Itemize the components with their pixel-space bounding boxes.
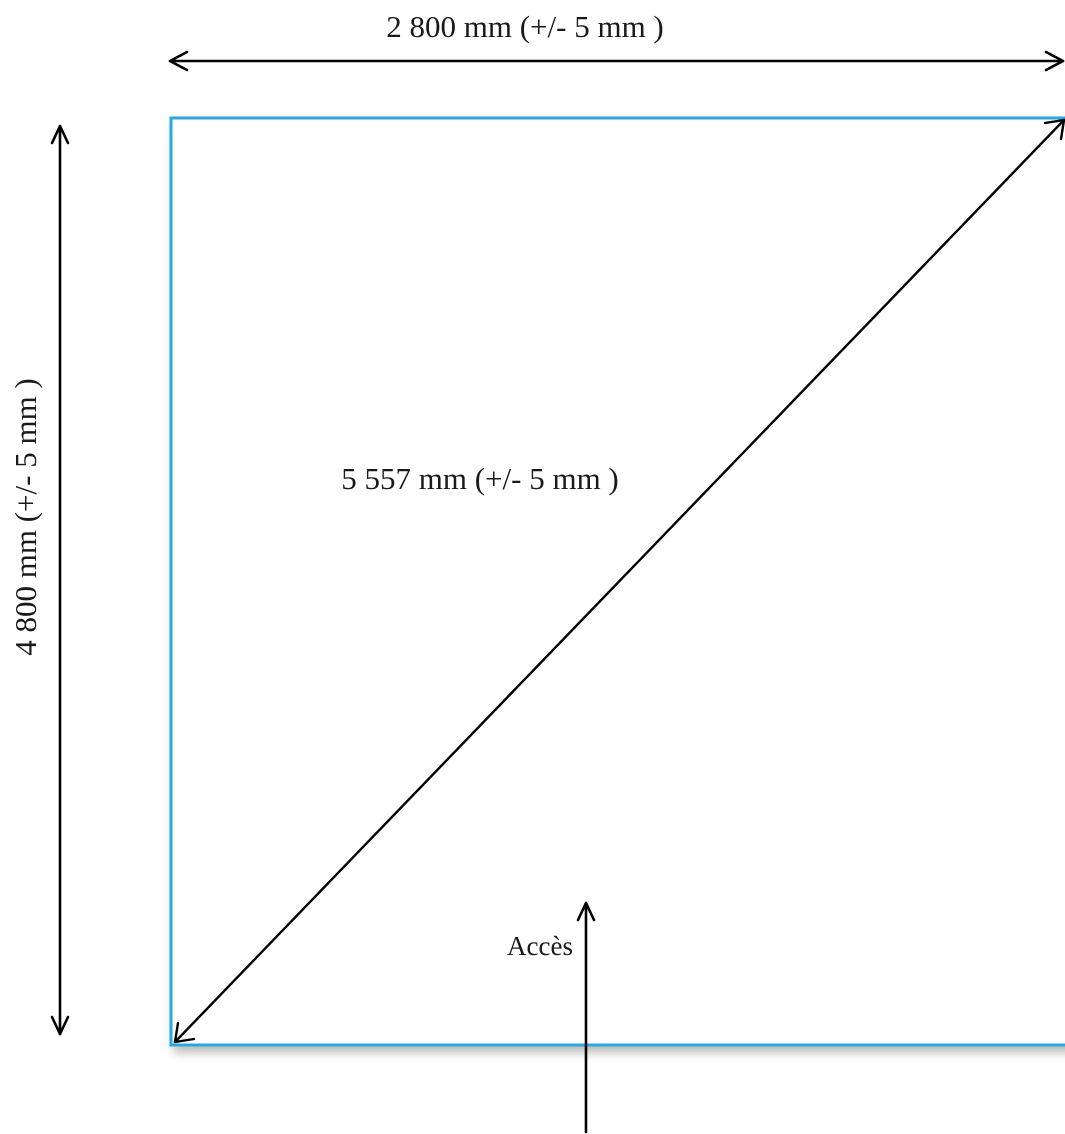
width-label: 2 800 mm (+/- 5 mm ): [386, 9, 664, 44]
height-label: 4 800 mm (+/- 5 mm ): [8, 378, 43, 656]
width-dimension-arrow: [168, 50, 1065, 72]
diagonal-dimension-arrow: [173, 118, 1065, 1044]
access-label: Accès: [507, 931, 573, 961]
height-dimension-arrow: [50, 124, 70, 1036]
access-arrow: [576, 901, 596, 1134]
diagonal-label: 5 557 mm (+/- 5 mm ): [341, 461, 619, 496]
